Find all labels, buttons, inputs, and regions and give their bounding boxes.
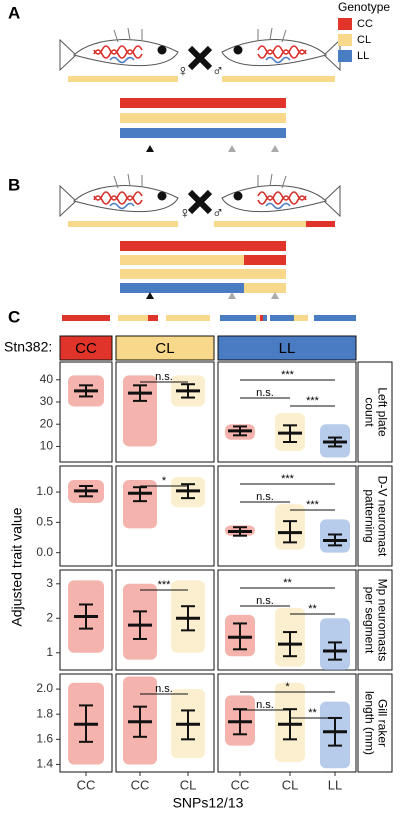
significance-label: ***: [306, 395, 320, 407]
row-strip-label: D-V neuromast: [375, 476, 389, 557]
significance-label: *: [285, 681, 290, 693]
row-strip: [357, 361, 393, 463]
chromosome: [120, 113, 286, 123]
x-axis-label: SNPs12/13: [173, 795, 244, 811]
panel-label: A: [8, 3, 20, 22]
significance-label: **: [308, 603, 317, 615]
significance-label: **: [283, 577, 292, 589]
y-tick-label: 40: [40, 372, 54, 386]
marker: [271, 145, 279, 152]
y-tick-label: 0.5: [36, 515, 53, 529]
row-strip-label: length (mm): [362, 691, 376, 755]
panel-label: B: [8, 175, 20, 194]
significance-label: n.s.: [256, 595, 274, 607]
y-tick-label: 10: [40, 439, 54, 453]
panel-label: C: [8, 307, 20, 326]
facet-strip: [59, 335, 113, 361]
legend-label: CL: [357, 34, 371, 46]
facet-label: CC: [75, 340, 97, 357]
chromosome: [222, 76, 335, 82]
significance-label: n.s.: [256, 491, 274, 503]
marker: [146, 292, 154, 299]
significance-label: *: [162, 475, 167, 487]
y-tick-label: 2: [46, 610, 53, 624]
marker: [228, 292, 236, 299]
facet-strip: [115, 335, 215, 361]
chromosome: [120, 98, 286, 108]
fish: [59, 27, 179, 71]
y-tick-label: 1.8: [36, 706, 53, 720]
female-symbol: ♀: [177, 63, 189, 80]
strip-title: Stn382:: [4, 339, 52, 355]
y-tick-label: 1.4: [36, 757, 53, 771]
chromosome: [68, 76, 178, 82]
y-tick-label: 2.0: [36, 681, 53, 695]
significance-label: ***: [158, 579, 172, 591]
chromosome: [120, 128, 286, 138]
male-symbol: ♂: [212, 205, 224, 222]
x-tick-label: CC: [231, 777, 250, 792]
chromosome: [120, 241, 286, 251]
legend-title: Genotype: [338, 0, 390, 14]
legend-swatch: [338, 18, 352, 30]
chromosome: [120, 269, 286, 279]
significance-label: **: [308, 707, 317, 719]
row-strip: [357, 569, 393, 671]
chromosome: [120, 255, 244, 265]
significance-label: ***: [306, 499, 320, 511]
y-tick-label: 1.6: [36, 732, 53, 746]
genotype-bars: [62, 315, 356, 321]
y-tick-label: 30: [40, 394, 54, 408]
row-strip-label: Left plate: [375, 387, 389, 437]
chromosome: [244, 255, 286, 265]
x-tick-label: LL: [328, 777, 342, 792]
facet-label: CL: [155, 340, 174, 357]
x-tick-label: CC: [131, 777, 150, 792]
row-strip-label: patterning: [362, 489, 376, 542]
chromosome: [306, 221, 335, 227]
legend-swatch: [338, 34, 352, 46]
chromosome: [244, 283, 286, 293]
y-axis-label: Adjusted trait value: [9, 507, 25, 626]
fish: [221, 173, 341, 217]
cross-symbol: [187, 45, 213, 71]
y-tick-label: 0.0: [36, 545, 53, 559]
legend-label: LL: [357, 50, 369, 62]
significance-label: ***: [281, 473, 295, 485]
significance-label: n.s.: [155, 371, 173, 383]
y-tick-label: 1.0: [36, 484, 53, 498]
row-strip-label: Gill raker: [375, 699, 389, 747]
cross-symbol: [187, 189, 213, 215]
marker: [228, 145, 236, 152]
facet-label: LL: [279, 340, 296, 357]
legend-swatch: [338, 50, 352, 62]
male-symbol: ♂: [212, 63, 224, 80]
significance-label: n.s.: [155, 683, 173, 695]
x-tick-label: CL: [180, 777, 197, 792]
row-strip: [357, 673, 393, 773]
female-symbol: ♀: [179, 205, 191, 222]
row-strip-label: per segment: [362, 587, 376, 654]
significance-label: n.s.: [256, 699, 274, 711]
significance-label: ***: [281, 369, 295, 381]
chromosome: [214, 221, 306, 227]
y-tick-label: 20: [40, 416, 54, 430]
fish: [221, 27, 341, 71]
legend-label: CC: [357, 18, 373, 30]
y-tick-label: 1: [46, 645, 53, 659]
marker: [271, 292, 279, 299]
row-strip-label: Mp neuromasts: [375, 579, 389, 662]
x-tick-label: CC: [77, 777, 96, 792]
row-strip-label: count: [362, 397, 376, 427]
fish: [59, 173, 179, 217]
chromosome: [68, 221, 178, 227]
row-strip: [357, 465, 393, 567]
marker: [146, 145, 154, 152]
facet-strip: [217, 335, 357, 361]
y-tick-label: 3: [46, 576, 53, 590]
significance-label: n.s.: [256, 387, 274, 399]
chromosome: [120, 283, 244, 293]
x-tick-label: CL: [282, 777, 299, 792]
